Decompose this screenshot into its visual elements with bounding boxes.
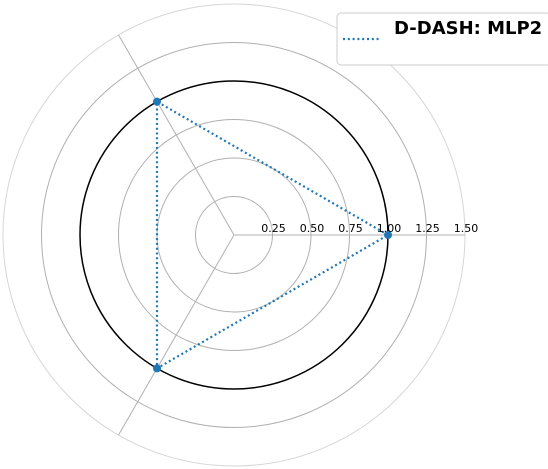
legend: D-DASH: MLP2 xyxy=(336,12,548,66)
legend-label: D-DASH: MLP2 xyxy=(394,18,542,39)
tick-label-layer: 0.25 0.50 0.75 1.00 1.25 1.50 xyxy=(261,222,478,235)
r-tick-label: 1.25 xyxy=(415,222,440,235)
r-tick-label: 1.00 xyxy=(377,222,402,235)
r-tick-label: 1.50 xyxy=(454,222,479,235)
r-tick-label: 0.50 xyxy=(300,222,325,235)
legend-box xyxy=(336,12,548,66)
r-tick-label: 0.25 xyxy=(261,222,286,235)
series-layer xyxy=(153,97,392,373)
data-point xyxy=(153,97,161,106)
r-tick-label: 0.75 xyxy=(338,222,363,235)
data-point xyxy=(153,364,161,373)
series-line xyxy=(155,99,389,371)
radial-axis-line xyxy=(118,234,235,436)
grid-layer xyxy=(2,3,466,467)
data-point xyxy=(384,231,392,239)
radial-axis-line xyxy=(118,34,235,236)
